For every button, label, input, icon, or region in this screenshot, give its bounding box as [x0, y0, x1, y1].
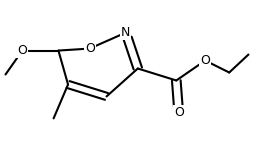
Text: N: N	[121, 26, 130, 39]
Text: O: O	[200, 54, 210, 67]
Text: O: O	[174, 106, 184, 119]
Text: O: O	[17, 44, 27, 57]
Text: O: O	[85, 42, 95, 55]
